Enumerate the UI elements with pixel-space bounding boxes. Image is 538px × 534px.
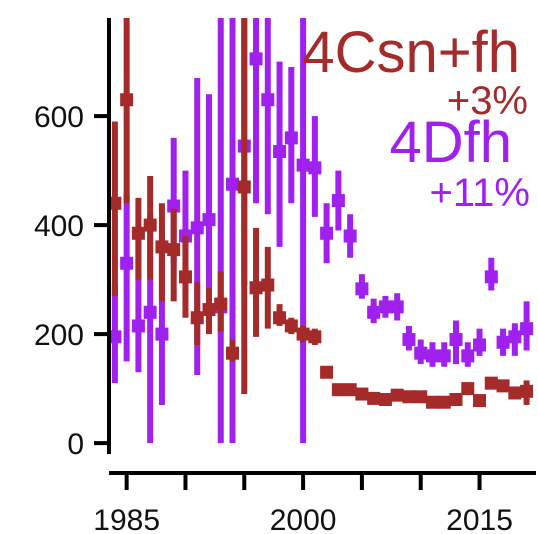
data-point bbox=[261, 278, 275, 292]
data-point bbox=[520, 322, 534, 336]
data-point bbox=[378, 393, 392, 406]
plot-area bbox=[108, 18, 534, 444]
y-axis-ticks: 0 200 400 600 bbox=[34, 101, 109, 461]
data-point bbox=[273, 145, 287, 159]
data-point bbox=[120, 93, 134, 107]
x-tick-label: 2000 bbox=[270, 504, 337, 534]
data-point bbox=[143, 218, 157, 232]
y-tick-label: 600 bbox=[34, 101, 84, 134]
data-point bbox=[167, 243, 181, 257]
data-point bbox=[437, 349, 451, 363]
data-point bbox=[155, 327, 169, 341]
series-4csn-fh bbox=[108, 18, 534, 409]
legend-change-4dfh: +11% bbox=[430, 171, 530, 215]
data-point bbox=[461, 349, 475, 363]
legend: 4Csn+fh +3% 4Dfh +11% bbox=[302, 20, 530, 215]
data-point bbox=[131, 319, 145, 333]
data-point bbox=[273, 311, 287, 325]
data-point bbox=[343, 383, 357, 397]
x-tick-label: 1985 bbox=[93, 504, 160, 534]
data-point bbox=[449, 333, 463, 347]
data-point bbox=[449, 393, 463, 406]
data-point bbox=[143, 305, 157, 319]
data-point bbox=[320, 365, 334, 379]
data-point bbox=[496, 335, 510, 349]
data-point bbox=[473, 394, 487, 408]
data-point bbox=[414, 390, 428, 404]
data-point bbox=[520, 384, 534, 398]
data-point bbox=[355, 387, 369, 401]
data-point bbox=[425, 395, 439, 409]
data-point bbox=[155, 240, 169, 254]
legend-change-4csn-fh: +3% bbox=[447, 79, 528, 123]
data-point bbox=[108, 196, 122, 210]
data-point bbox=[108, 330, 122, 344]
data-point bbox=[508, 330, 522, 344]
y-tick-label: 0 bbox=[67, 428, 84, 461]
data-point bbox=[284, 131, 298, 145]
data-point bbox=[331, 194, 345, 208]
data-point bbox=[355, 282, 369, 296]
data-point bbox=[331, 383, 345, 397]
data-point bbox=[343, 229, 357, 243]
data-point bbox=[473, 338, 487, 352]
data-point bbox=[249, 281, 263, 295]
data-point bbox=[320, 226, 334, 240]
x-axis-ticks: 1985 2000 2015 bbox=[93, 473, 513, 534]
data-point bbox=[508, 386, 522, 400]
data-point bbox=[226, 177, 240, 191]
y-tick-label: 200 bbox=[34, 319, 84, 352]
data-point bbox=[178, 270, 192, 284]
data-point bbox=[367, 391, 381, 405]
data-point bbox=[390, 300, 404, 314]
data-point bbox=[308, 330, 322, 344]
data-point bbox=[437, 395, 451, 409]
legend-label-4dfh: 4Dfh bbox=[389, 110, 512, 175]
data-point bbox=[226, 346, 240, 360]
data-point bbox=[202, 303, 216, 317]
data-point bbox=[367, 305, 381, 319]
data-point bbox=[378, 300, 392, 314]
data-point bbox=[484, 376, 498, 390]
data-point bbox=[414, 346, 428, 360]
data-point bbox=[461, 382, 475, 396]
legend-label-4csn-fh: 4Csn+fh bbox=[302, 20, 520, 85]
data-point bbox=[425, 349, 439, 363]
data-point bbox=[190, 221, 204, 235]
data-point bbox=[296, 327, 310, 341]
data-point bbox=[296, 158, 310, 172]
data-point bbox=[120, 256, 134, 270]
data-point bbox=[167, 199, 181, 213]
data-point bbox=[308, 161, 322, 175]
data-point bbox=[284, 319, 298, 333]
data-point bbox=[496, 379, 510, 393]
data-point bbox=[261, 93, 275, 107]
data-point bbox=[484, 270, 498, 284]
data-point bbox=[402, 333, 416, 347]
data-point bbox=[237, 180, 251, 194]
data-point bbox=[214, 297, 228, 311]
data-point bbox=[249, 52, 263, 66]
data-point bbox=[390, 388, 404, 402]
data-point bbox=[202, 213, 216, 227]
data-point bbox=[190, 311, 204, 325]
x-tick-label: 2015 bbox=[446, 504, 513, 534]
y-tick-label: 400 bbox=[34, 210, 84, 243]
data-point bbox=[131, 226, 145, 240]
data-point bbox=[402, 390, 416, 404]
